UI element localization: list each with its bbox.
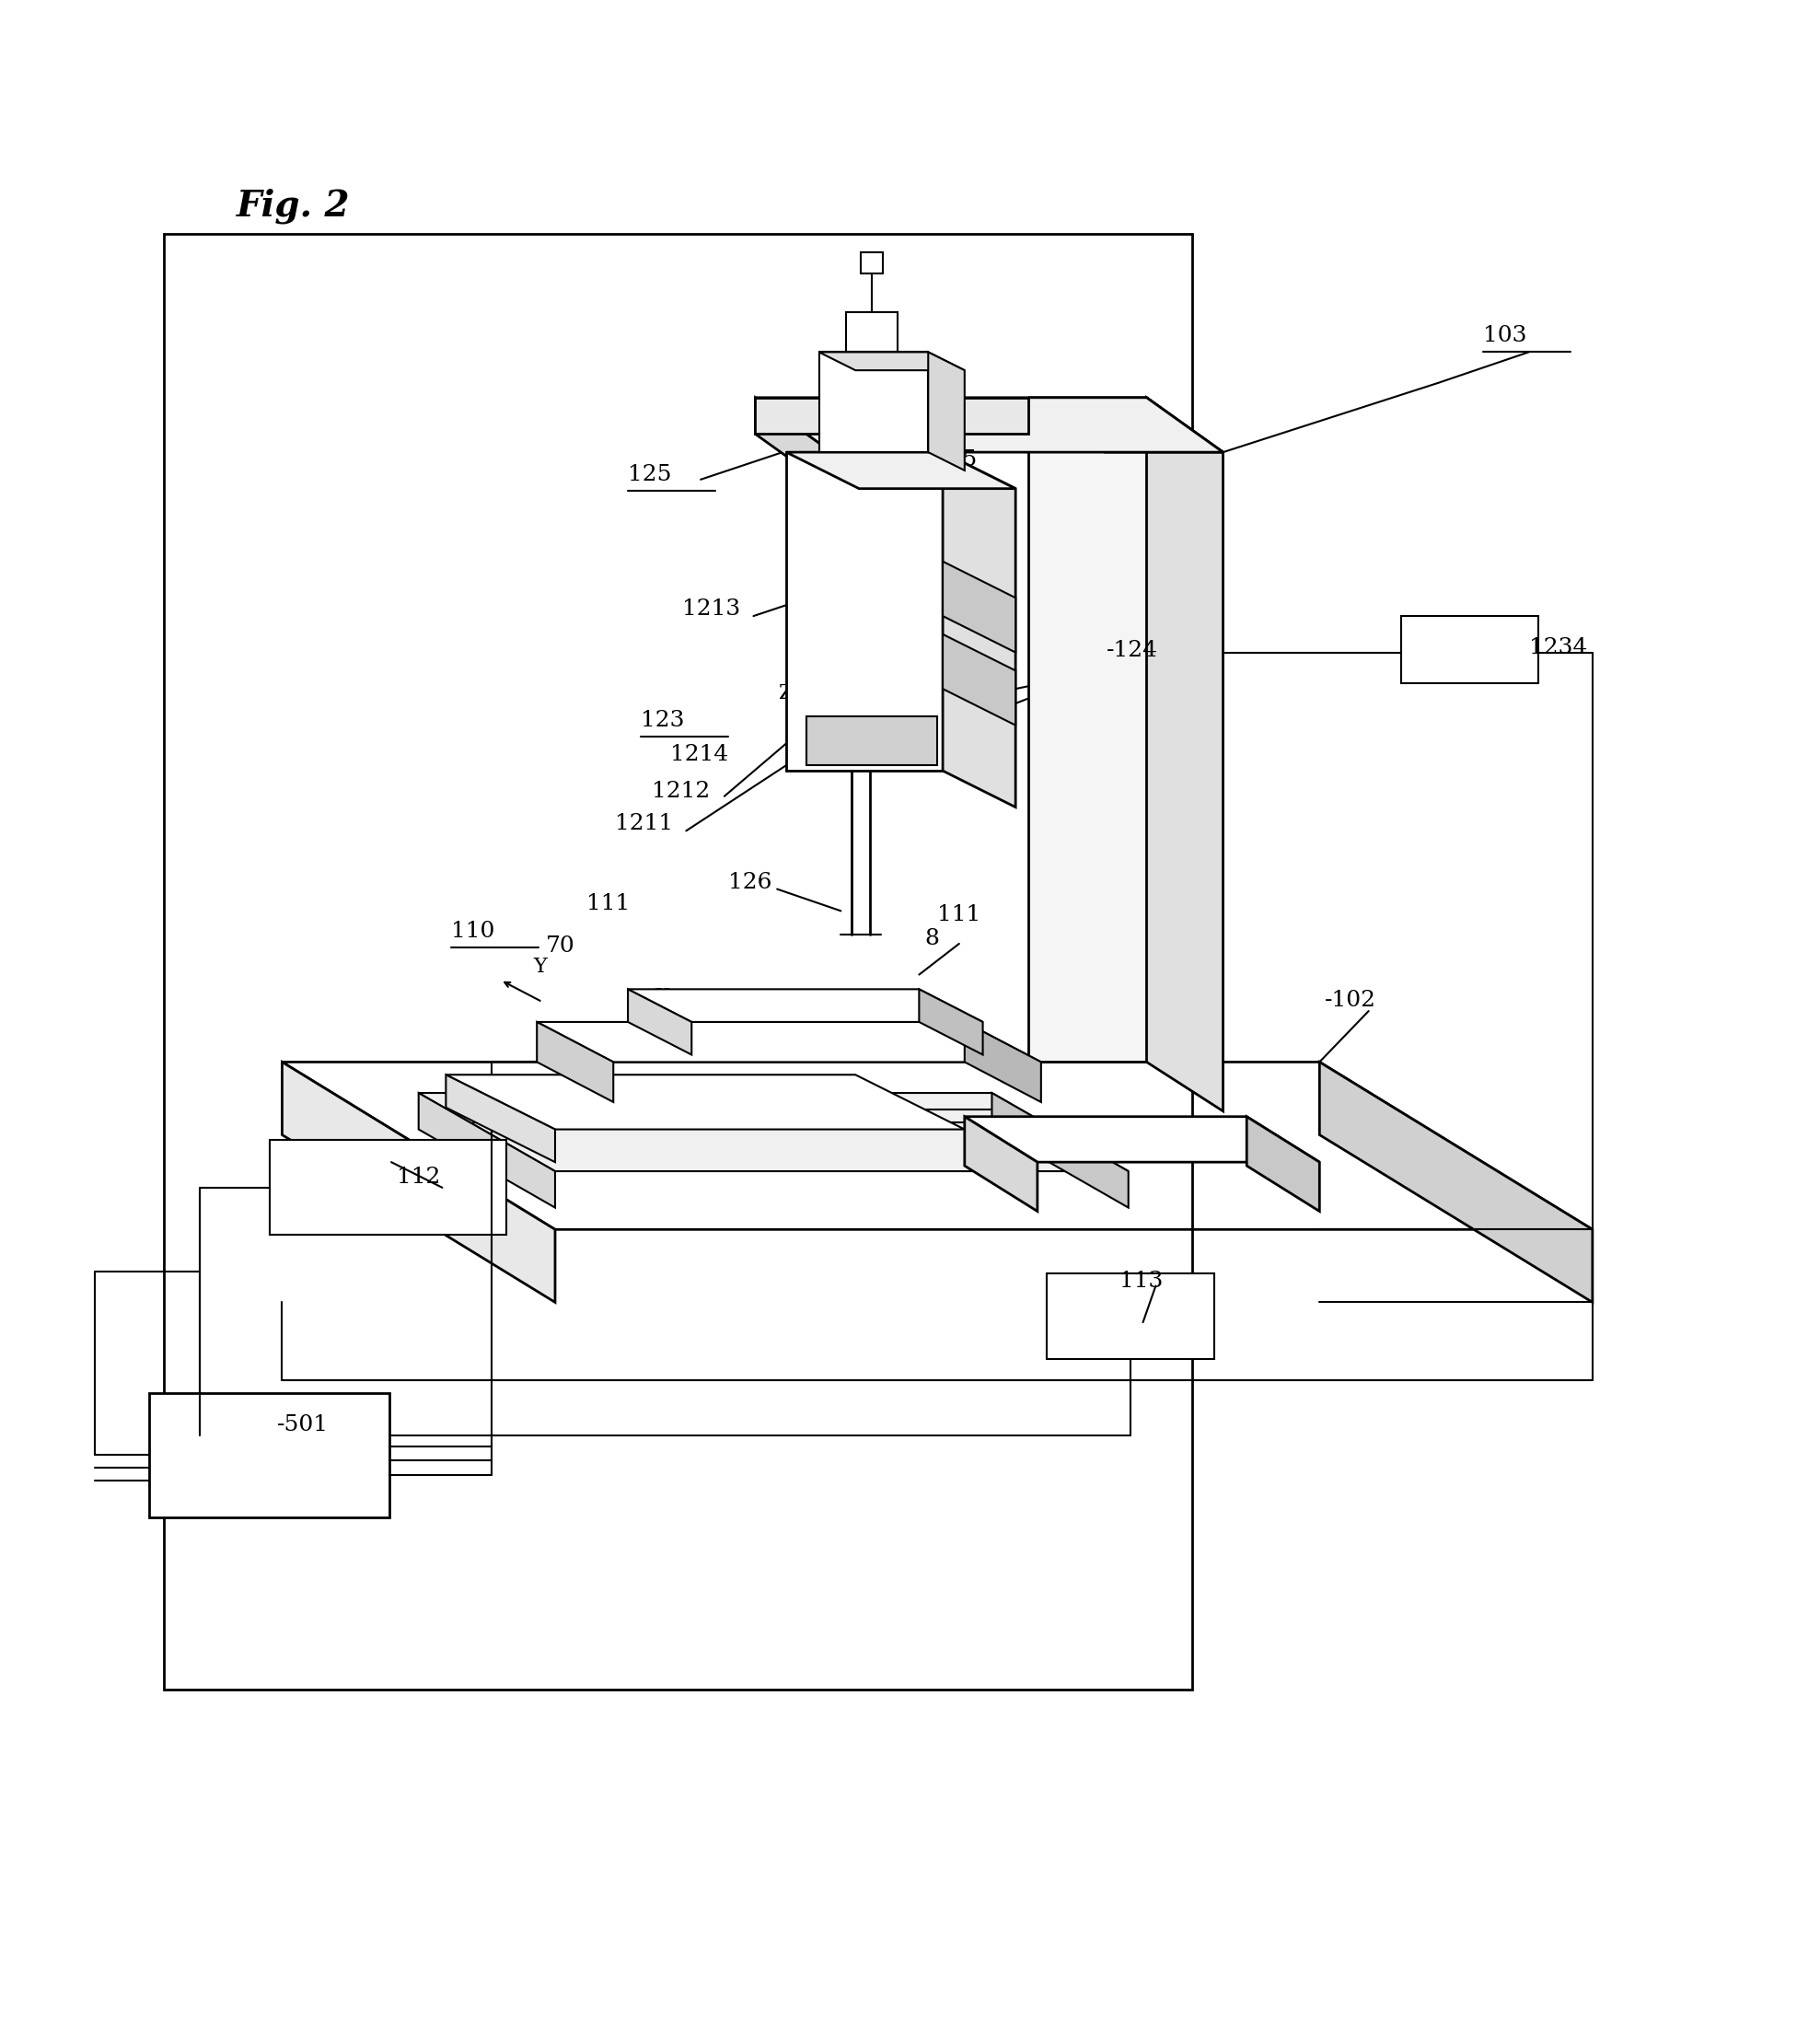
Text: 1234: 1234: [1529, 636, 1587, 659]
Text: 103: 103: [1483, 325, 1527, 346]
Polygon shape: [786, 451, 1016, 488]
Bar: [783, 996, 828, 1019]
Polygon shape: [965, 1116, 1037, 1212]
Polygon shape: [1028, 398, 1147, 1061]
Text: Y: Y: [533, 956, 546, 976]
Polygon shape: [628, 990, 692, 1055]
Text: 112: 112: [397, 1167, 440, 1187]
Polygon shape: [755, 398, 1028, 433]
Polygon shape: [1028, 398, 1223, 451]
Bar: [269, 1141, 506, 1234]
Text: 1215: 1215: [919, 449, 977, 470]
Bar: [846, 996, 892, 1019]
Bar: [149, 1393, 389, 1517]
Polygon shape: [806, 716, 937, 764]
Polygon shape: [819, 352, 928, 451]
Text: 125: 125: [628, 464, 672, 486]
Polygon shape: [965, 1023, 1041, 1102]
Text: 1212: 1212: [652, 781, 710, 801]
Polygon shape: [928, 352, 965, 470]
Polygon shape: [537, 1023, 1041, 1061]
Polygon shape: [943, 451, 1016, 807]
Bar: [164, 234, 1192, 1689]
Text: 70: 70: [546, 935, 575, 956]
Polygon shape: [919, 990, 983, 1055]
Text: 126: 126: [728, 872, 772, 892]
Polygon shape: [965, 1116, 1320, 1163]
Polygon shape: [1401, 616, 1538, 683]
Bar: [846, 311, 897, 352]
Text: X: X: [655, 988, 670, 1008]
Text: 8: 8: [925, 927, 939, 949]
Text: 113: 113: [1119, 1271, 1163, 1291]
Polygon shape: [446, 1075, 555, 1163]
Polygon shape: [628, 990, 983, 1023]
Text: -102: -102: [1325, 990, 1376, 1010]
Polygon shape: [992, 1094, 1128, 1208]
Text: 123: 123: [641, 710, 684, 730]
Polygon shape: [1320, 1061, 1592, 1303]
Text: 1214: 1214: [670, 744, 728, 764]
Polygon shape: [419, 1094, 555, 1208]
Text: 110: 110: [451, 921, 495, 941]
Text: 111: 111: [937, 905, 981, 925]
Polygon shape: [755, 398, 1223, 451]
Text: -501: -501: [277, 1415, 328, 1435]
Bar: [719, 996, 764, 1019]
Text: 1211: 1211: [615, 813, 673, 834]
Polygon shape: [537, 1023, 613, 1102]
Polygon shape: [943, 634, 1016, 726]
Polygon shape: [755, 398, 832, 488]
Polygon shape: [1147, 398, 1223, 1112]
Text: 1213: 1213: [682, 598, 741, 620]
Polygon shape: [282, 1061, 555, 1303]
Text: 111: 111: [586, 892, 630, 915]
Polygon shape: [819, 352, 965, 370]
Polygon shape: [446, 1075, 965, 1130]
Text: Z: Z: [779, 683, 794, 703]
Polygon shape: [419, 1094, 1128, 1171]
Polygon shape: [786, 451, 943, 771]
Polygon shape: [282, 1061, 1592, 1230]
Text: -124: -124: [1107, 640, 1158, 661]
Bar: [655, 996, 701, 1019]
Bar: [1046, 1273, 1214, 1358]
Polygon shape: [943, 561, 1016, 653]
Polygon shape: [1247, 1116, 1320, 1212]
Text: Fig. 2: Fig. 2: [237, 189, 349, 224]
